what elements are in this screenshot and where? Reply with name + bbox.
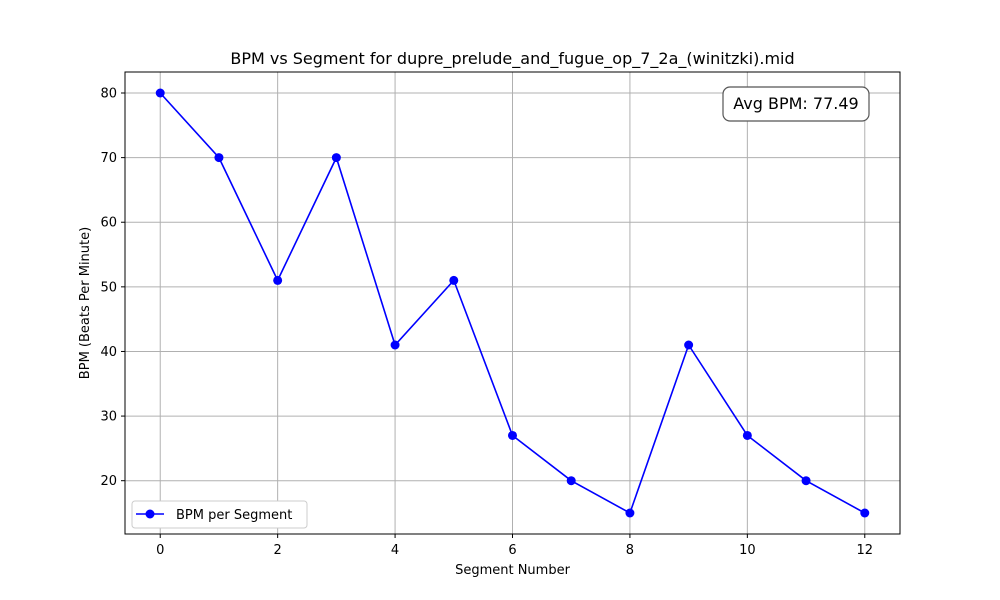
data-point: [860, 508, 870, 518]
legend-label: BPM per Segment: [176, 508, 292, 523]
x-tick-label: 8: [626, 543, 634, 558]
x-axis-label: Segment Number: [455, 563, 571, 578]
data-point: [390, 340, 400, 350]
y-tick-label: 40: [100, 345, 117, 360]
legend-marker-sample: [145, 509, 155, 519]
data-point: [449, 275, 459, 285]
legend-box: [131, 500, 308, 529]
avg-bpm-annotation-box: [722, 86, 870, 122]
x-tick-label: 2: [274, 543, 282, 558]
data-point: [214, 153, 224, 163]
data-point: [742, 430, 752, 440]
y-tick-label: 20: [100, 474, 117, 489]
data-point: [155, 88, 165, 98]
y-tick-label: 70: [100, 151, 117, 166]
data-point: [273, 275, 283, 285]
data-point: [566, 476, 576, 486]
avg-bpm-annotation-text: Avg BPM: 77.49: [733, 94, 858, 113]
series-layer: [155, 88, 870, 518]
data-point: [625, 508, 635, 518]
x-tick-label: 4: [391, 543, 399, 558]
chart-title: BPM vs Segment for dupre_prelude_and_fug…: [230, 49, 794, 69]
y-tick-label: 80: [100, 87, 117, 102]
x-tick-label: 10: [739, 543, 756, 558]
grid-lines: [125, 72, 900, 534]
data-point: [684, 340, 694, 350]
data-point: [508, 430, 517, 440]
data-point: [331, 153, 341, 163]
x-tick-label: 12: [856, 543, 873, 558]
x-tick-label: 0: [156, 543, 164, 558]
y-axis-label: BPM (Beats Per Minute): [78, 227, 93, 379]
y-tick-label: 60: [100, 216, 117, 231]
legend: BPM per Segment: [131, 500, 308, 529]
avg-bpm-annotation: Avg BPM: 77.49: [722, 86, 870, 122]
axis-ticks: 0 2 4 6 8 10 12 20 30 40 50 60 70 80: [100, 87, 873, 559]
y-tick-label: 30: [100, 410, 117, 425]
y-tick-label: 50: [100, 280, 117, 295]
data-point: [801, 476, 811, 486]
x-tick-label: 6: [508, 543, 516, 558]
